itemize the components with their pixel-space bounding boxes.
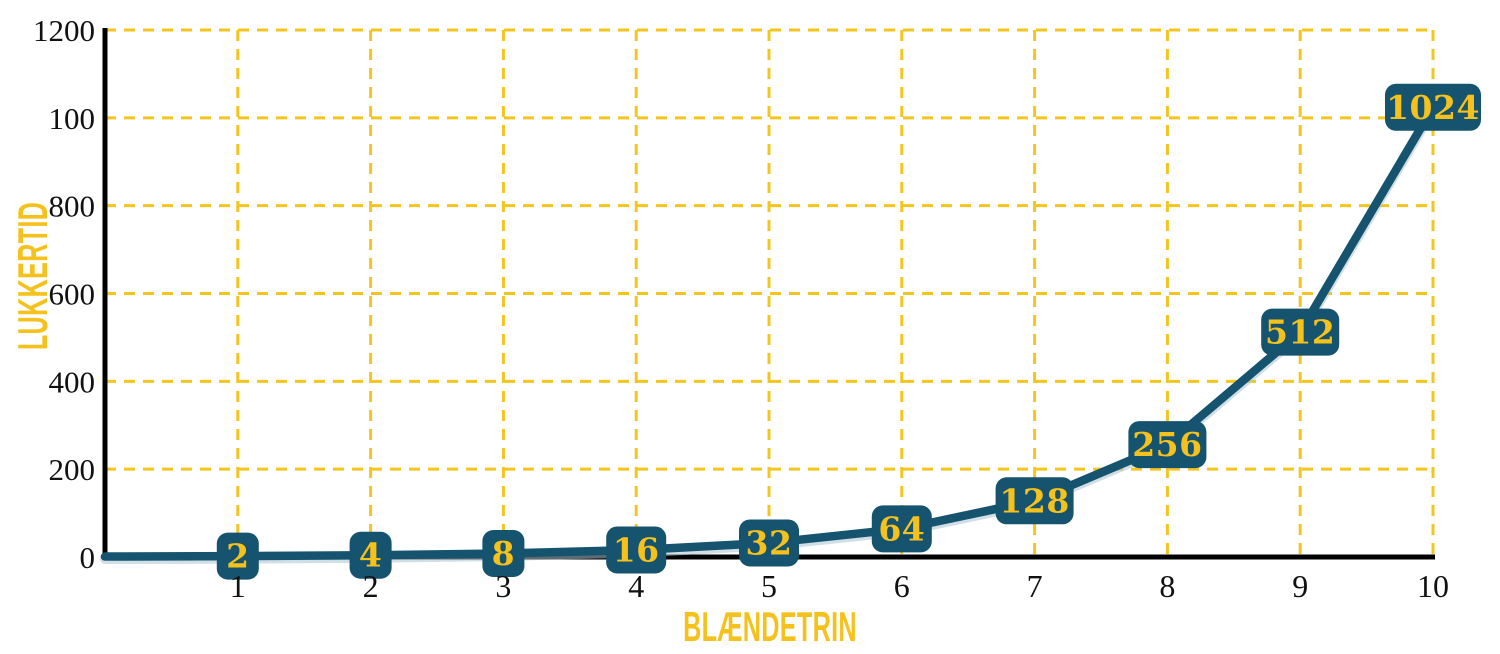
x-axis-title: BLÆNDETRIN	[625, 603, 915, 651]
data-point-marker	[871, 505, 932, 553]
y-tick-label: 0	[80, 540, 96, 575]
data-point-label: 128	[999, 481, 1069, 520]
data-point-marker	[216, 532, 259, 580]
x-tick-label: 3	[495, 568, 511, 604]
y-axis-title: LUKKERTID	[9, 152, 57, 399]
data-point-label: 512	[1265, 313, 1335, 352]
y-axis-title-text: LUKKERTID	[9, 201, 56, 351]
data-point-label: 8	[492, 534, 515, 573]
y-tick-label: 1200	[33, 13, 95, 48]
data-point-label: 32	[746, 523, 793, 562]
data-point-marker	[1385, 83, 1481, 131]
data-point-marker	[606, 526, 667, 574]
data-point-marker	[995, 477, 1074, 525]
x-tick-label: 4	[628, 568, 644, 604]
y-tick-label: 600	[49, 277, 96, 312]
data-point-label: 16	[613, 530, 660, 569]
x-tick-label: 7	[1027, 568, 1043, 604]
data-point-label: 64	[878, 509, 925, 548]
data-point-marker	[739, 519, 799, 567]
y-tick-label: 100	[49, 101, 96, 136]
y-tick-label: 800	[49, 189, 96, 224]
data-point-label: 256	[1132, 425, 1202, 464]
x-axis-title-text: BLÆNDETRIN	[683, 603, 857, 650]
x-tick-label: 9	[1292, 568, 1308, 604]
y-tick-label: 400	[49, 364, 96, 399]
x-tick-label: 1	[230, 568, 246, 604]
x-tick-label: 6	[894, 568, 910, 604]
x-tick-label: 2	[363, 568, 379, 604]
data-point-marker	[482, 529, 525, 577]
y-tick-label: 200	[49, 452, 96, 487]
x-tick-label: 8	[1159, 568, 1175, 604]
data-point-label: 1024	[1386, 88, 1480, 127]
data-point-label: 2	[226, 537, 249, 576]
x-tick-label: 5	[761, 568, 777, 604]
data-point-marker	[349, 531, 392, 579]
data-point-label: 4	[359, 536, 382, 575]
x-tick-label: 10	[1417, 568, 1449, 604]
data-point-marker	[1128, 421, 1207, 469]
data-point-marker	[1261, 308, 1340, 356]
